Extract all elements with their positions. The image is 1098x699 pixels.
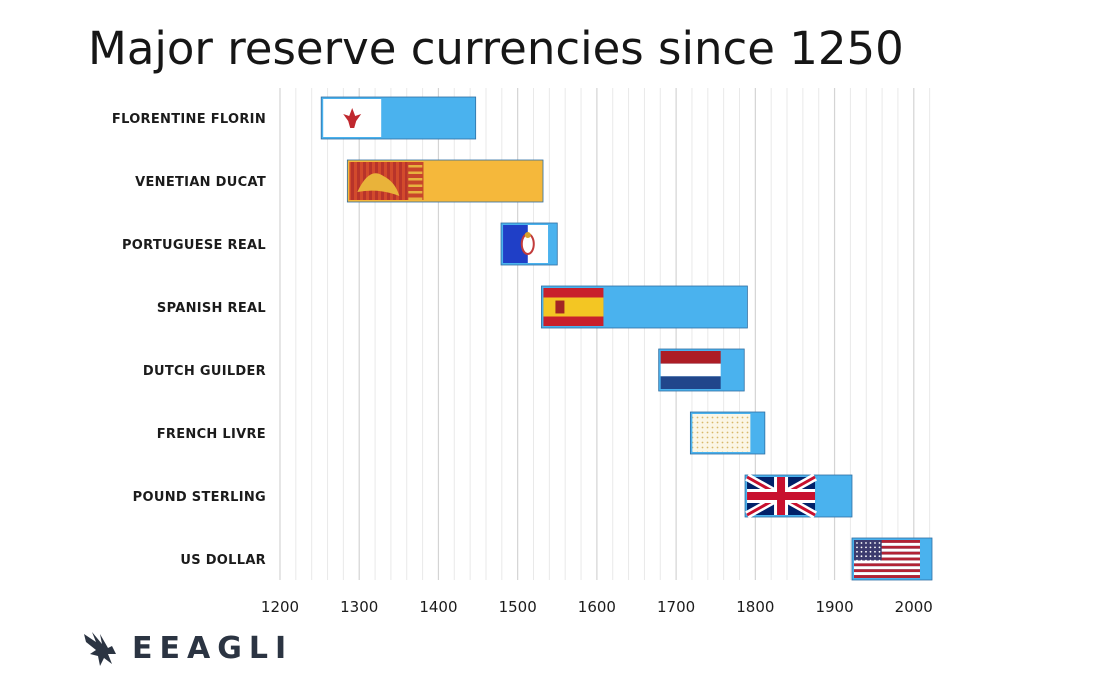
france-flag-icon [692, 414, 751, 452]
spain-flag-icon [543, 288, 604, 326]
florence-flag-icon [323, 99, 382, 137]
chart-title: Major reserve currencies since 1250 [88, 22, 904, 75]
brand-name: EEAGLI [132, 630, 294, 666]
x-tick-label: 1200 [261, 598, 299, 616]
uk-flag-icon [745, 473, 817, 519]
x-tick-label: 1600 [578, 598, 616, 616]
x-tick-label: 1300 [340, 598, 378, 616]
x-tick-label: 1900 [815, 598, 853, 616]
usa-flag-icon [853, 540, 920, 578]
currency-bar-usa [851, 537, 933, 581]
x-tick-label: 1400 [419, 598, 457, 616]
category-label: US DOLLAR [180, 553, 266, 568]
currency-bar-venice [346, 159, 544, 203]
x-tick-label: 1700 [657, 598, 695, 616]
eagle-icon [84, 632, 116, 666]
x-tick-label: 1800 [736, 598, 774, 616]
category-label: DUTCH GUILDER [143, 364, 266, 379]
currency-bar-portugal [500, 222, 558, 266]
category-label: FRENCH LIVRE [157, 427, 266, 442]
portugal-flag-icon [503, 225, 549, 263]
category-label: SPANISH REAL [157, 301, 266, 316]
currency-bar-netherlands [658, 348, 745, 392]
x-tick-label: 2000 [895, 598, 933, 616]
brand-logo: EEAGLI [82, 628, 293, 668]
currency-bar-uk [744, 473, 853, 519]
category-label: FLORENTINE FLORIN [112, 112, 266, 127]
category-label: POUND STERLING [133, 490, 266, 505]
currency-bar-france [689, 411, 766, 455]
currency-bar-spain [541, 285, 748, 329]
currency-bar-florence [320, 96, 477, 140]
netherlands-flag-icon [660, 351, 721, 389]
category-label: VENETIAN DUCAT [135, 175, 266, 190]
venice-flag-icon [349, 162, 424, 200]
category-label: PORTUGUESE REAL [122, 238, 266, 253]
x-tick-label: 1500 [499, 598, 537, 616]
